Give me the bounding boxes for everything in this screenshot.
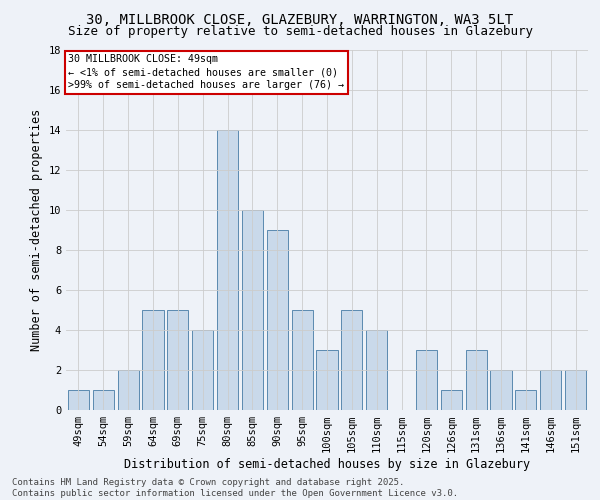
Bar <box>292 310 313 410</box>
Bar <box>93 390 114 410</box>
Bar <box>515 390 536 410</box>
Bar <box>540 370 561 410</box>
Bar <box>68 390 89 410</box>
Text: 30, MILLBROOK CLOSE, GLAZEBURY, WARRINGTON, WA3 5LT: 30, MILLBROOK CLOSE, GLAZEBURY, WARRINGT… <box>86 12 514 26</box>
Bar <box>118 370 139 410</box>
X-axis label: Distribution of semi-detached houses by size in Glazebury: Distribution of semi-detached houses by … <box>124 458 530 471</box>
Bar <box>416 350 437 410</box>
Bar <box>142 310 164 410</box>
Text: Size of property relative to semi-detached houses in Glazebury: Size of property relative to semi-detach… <box>67 25 533 38</box>
Bar <box>466 350 487 410</box>
Bar <box>242 210 263 410</box>
Bar <box>316 350 338 410</box>
Bar <box>341 310 362 410</box>
Bar <box>192 330 213 410</box>
Text: Contains HM Land Registry data © Crown copyright and database right 2025.
Contai: Contains HM Land Registry data © Crown c… <box>12 478 458 498</box>
Bar <box>217 130 238 410</box>
Bar <box>167 310 188 410</box>
Bar <box>267 230 288 410</box>
Bar <box>441 390 462 410</box>
Bar <box>565 370 586 410</box>
Bar <box>490 370 512 410</box>
Text: 30 MILLBROOK CLOSE: 49sqm
← <1% of semi-detached houses are smaller (0)
>99% of : 30 MILLBROOK CLOSE: 49sqm ← <1% of semi-… <box>68 54 344 90</box>
Bar <box>366 330 387 410</box>
Y-axis label: Number of semi-detached properties: Number of semi-detached properties <box>30 109 43 351</box>
